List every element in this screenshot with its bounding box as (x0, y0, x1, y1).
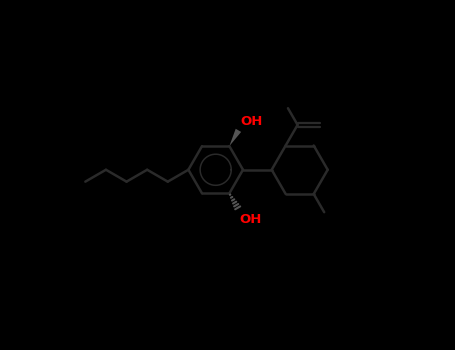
Polygon shape (229, 129, 241, 146)
Text: OH: OH (240, 214, 262, 226)
Text: OH: OH (241, 115, 263, 128)
